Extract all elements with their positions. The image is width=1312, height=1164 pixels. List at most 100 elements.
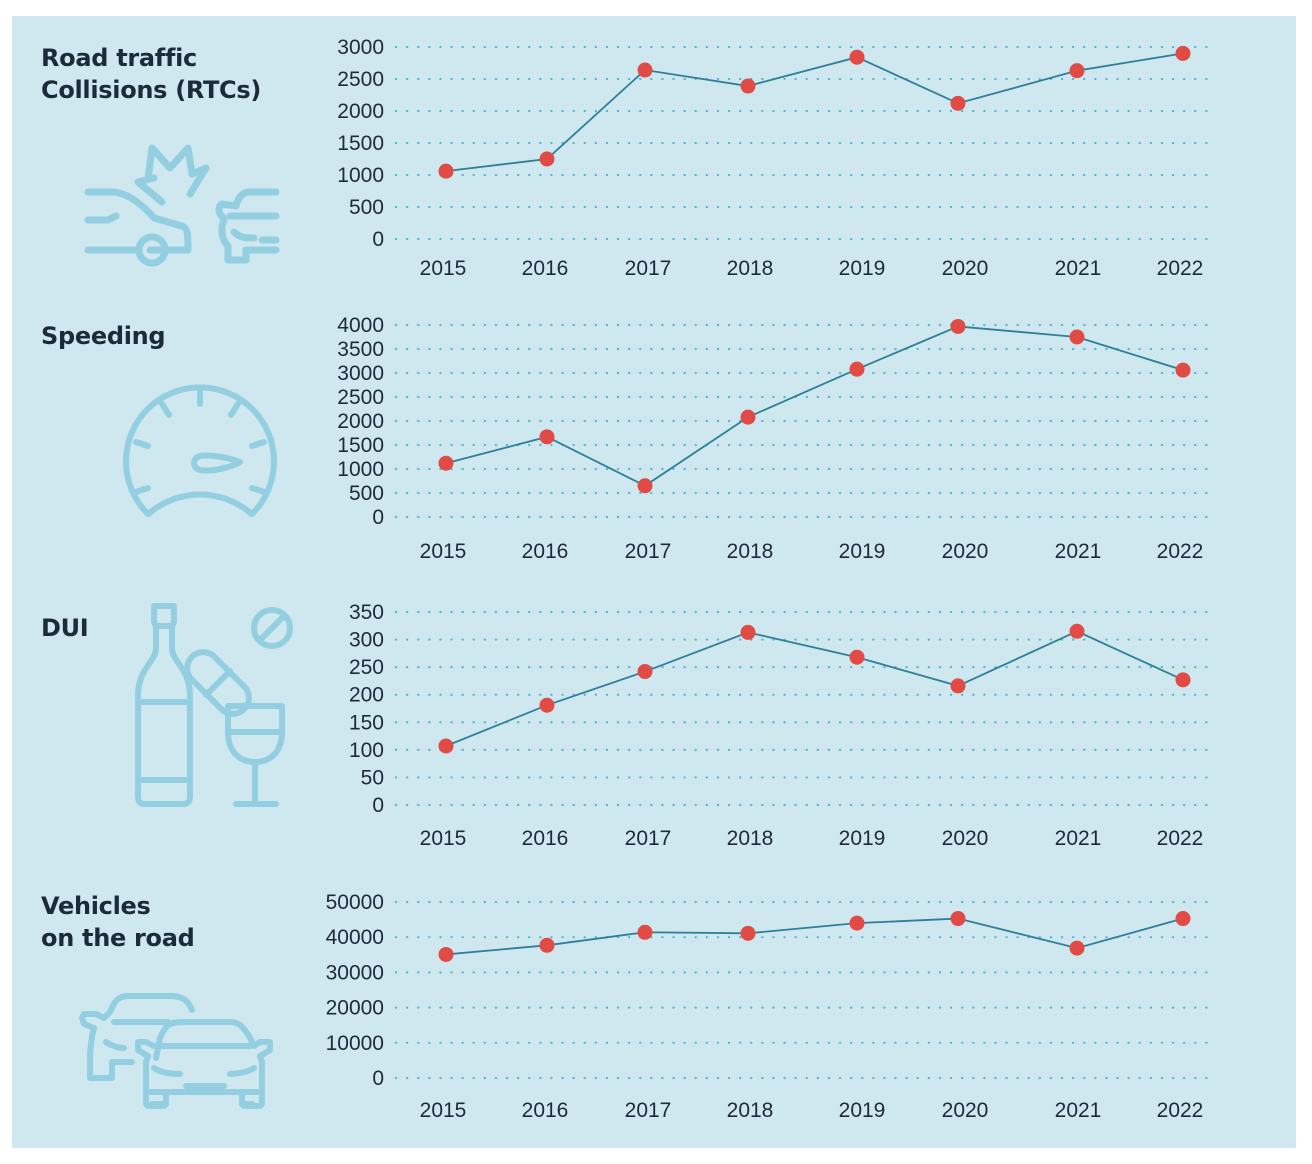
data-point bbox=[637, 478, 653, 494]
x-tick-label: 2016 bbox=[522, 540, 569, 563]
data-point bbox=[1069, 623, 1085, 639]
y-tick-label: 0 bbox=[372, 506, 384, 529]
y-tick-label: 2500 bbox=[337, 386, 384, 409]
y-tick-label: 200 bbox=[349, 684, 384, 707]
data-point bbox=[740, 624, 756, 640]
y-tick-label: 150 bbox=[349, 711, 384, 734]
y-tick-label: 1000 bbox=[337, 458, 384, 481]
x-tick-label: 2021 bbox=[1055, 540, 1102, 563]
x-tick-label: 2020 bbox=[942, 1099, 989, 1122]
x-tick-label: 2017 bbox=[625, 540, 672, 563]
y-tick-label: 1000 bbox=[337, 164, 384, 187]
x-tick-label: 2021 bbox=[1055, 257, 1102, 280]
chart-0: 0 500 1000 1500 2000 2500 3000 2015 2016 2017 2018… bbox=[337, 36, 1214, 280]
y-tick-label: 3000 bbox=[337, 36, 384, 59]
x-tick-label: 2015 bbox=[420, 540, 467, 563]
series-line bbox=[445, 630, 1184, 747]
x-tick-label: 2020 bbox=[942, 257, 989, 280]
data-point bbox=[950, 95, 966, 111]
y-tick-label: 3000 bbox=[337, 362, 384, 385]
panel-title-dui: DUI bbox=[41, 614, 89, 642]
x-tick-label: 2020 bbox=[942, 827, 989, 850]
infographic-panel: Road traffic Collisions (RTCs) Speeding bbox=[12, 16, 1296, 1148]
x-tick-label: 2018 bbox=[727, 540, 774, 563]
chart-3: 0 10000 20000 30000 40000 50000 2015 2016 2017 20… bbox=[326, 891, 1214, 1122]
series-line bbox=[445, 52, 1184, 173]
x-tick-label: 2017 bbox=[625, 1099, 672, 1122]
data-point bbox=[849, 915, 865, 931]
y-tick-label: 300 bbox=[349, 629, 384, 652]
chart-2: 0 50 100 150 200 250 300 350 2015 2016 2017 2018 201… bbox=[349, 601, 1214, 850]
y-tick-label: 50 bbox=[361, 766, 384, 789]
x-tick-label: 2022 bbox=[1157, 257, 1204, 280]
car-collision-icon bbox=[82, 134, 282, 267]
y-tick-label: 0 bbox=[372, 794, 384, 817]
y-tick-label: 250 bbox=[349, 656, 384, 679]
series-line bbox=[445, 917, 1184, 956]
data-point bbox=[438, 946, 454, 962]
data-point bbox=[1175, 672, 1191, 688]
y-tick-label: 0 bbox=[372, 228, 384, 251]
data-point bbox=[950, 911, 966, 927]
x-tick-label: 2017 bbox=[625, 257, 672, 280]
x-tick-label: 2021 bbox=[1055, 827, 1102, 850]
x-tick-label: 2018 bbox=[727, 257, 774, 280]
data-point bbox=[1175, 911, 1191, 927]
data-point bbox=[1175, 45, 1191, 61]
x-tick-label: 2019 bbox=[839, 257, 886, 280]
data-point bbox=[637, 924, 653, 940]
data-point bbox=[1069, 329, 1085, 345]
y-tick-label: 40000 bbox=[326, 926, 384, 949]
y-tick-label: 20000 bbox=[326, 997, 384, 1020]
x-tick-label: 2016 bbox=[522, 1099, 569, 1122]
data-point bbox=[849, 649, 865, 665]
x-tick-label: 2019 bbox=[839, 827, 886, 850]
y-tick-label: 2000 bbox=[337, 100, 384, 123]
x-tick-label: 2021 bbox=[1055, 1099, 1102, 1122]
y-tick-label: 10000 bbox=[326, 1032, 384, 1055]
y-tick-label: 3500 bbox=[337, 338, 384, 361]
y-tick-label: 2000 bbox=[337, 410, 384, 433]
y-tick-label: 500 bbox=[349, 482, 384, 505]
data-point bbox=[438, 738, 454, 754]
data-point bbox=[539, 697, 555, 713]
data-point bbox=[438, 163, 454, 179]
x-tick-label: 2016 bbox=[522, 827, 569, 850]
panel-title-speeding: Speeding bbox=[41, 322, 166, 350]
series-line bbox=[445, 325, 1184, 487]
data-point bbox=[1069, 940, 1085, 956]
data-point bbox=[438, 455, 454, 471]
data-point bbox=[740, 925, 756, 941]
x-tick-label: 2017 bbox=[625, 827, 672, 850]
x-tick-label: 2022 bbox=[1157, 827, 1204, 850]
data-point bbox=[740, 409, 756, 425]
x-tick-label: 2022 bbox=[1157, 1099, 1204, 1122]
data-point bbox=[539, 937, 555, 953]
two-cars-icon bbox=[74, 992, 274, 1117]
y-tick-label: 500 bbox=[349, 196, 384, 219]
y-tick-label: 4000 bbox=[337, 314, 384, 337]
x-tick-label: 2016 bbox=[522, 257, 569, 280]
data-point bbox=[539, 151, 555, 167]
x-tick-label: 2015 bbox=[420, 827, 467, 850]
panel-title-rtcs: Road traffic Collisions (RTCs) bbox=[41, 44, 262, 104]
x-tick-label: 2020 bbox=[942, 540, 989, 563]
data-point bbox=[637, 664, 653, 680]
y-tick-label: 100 bbox=[349, 739, 384, 762]
y-tick-label: 50000 bbox=[326, 891, 384, 914]
data-point bbox=[849, 361, 865, 377]
x-tick-label: 2022 bbox=[1157, 540, 1204, 563]
x-tick-label: 2018 bbox=[727, 827, 774, 850]
data-point bbox=[539, 429, 555, 445]
x-tick-label: 2015 bbox=[420, 1099, 467, 1122]
x-tick-label: 2019 bbox=[839, 540, 886, 563]
data-point bbox=[950, 678, 966, 694]
x-tick-label: 2018 bbox=[727, 1099, 774, 1122]
y-tick-label: 0 bbox=[372, 1067, 384, 1090]
data-point bbox=[637, 62, 653, 78]
y-tick-label: 350 bbox=[349, 601, 384, 624]
y-tick-label: 30000 bbox=[326, 961, 384, 984]
bottle-pill-glass-icon bbox=[130, 600, 293, 810]
